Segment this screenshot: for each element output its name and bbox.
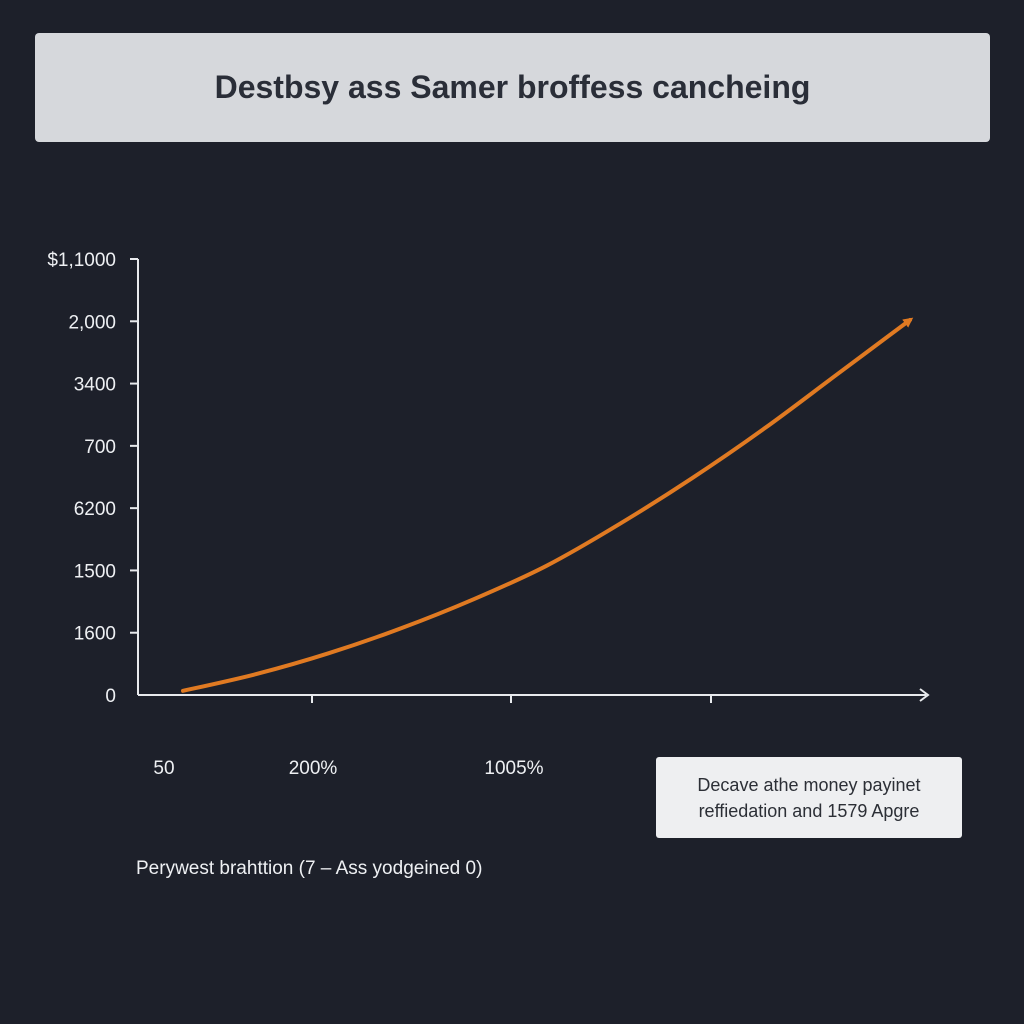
- series-line: [181, 317, 914, 693]
- x-tick-label: 50: [153, 758, 174, 779]
- y-tick-label: $1,1000: [47, 250, 116, 271]
- y-tick-label: 700: [84, 437, 116, 458]
- annotation-box: Decave athe money payinet reffiedation a…: [656, 757, 962, 838]
- x-tick-label: 200%: [289, 758, 338, 779]
- y-tick-label: 3400: [74, 375, 116, 396]
- y-tick-label: 2,000: [68, 312, 116, 333]
- y-tick-label: 1600: [74, 624, 116, 645]
- x-tick-label: 1005%: [484, 758, 543, 779]
- annotation-line-1: Decave athe money payinet: [697, 774, 921, 795]
- y-tick-label: 0: [105, 686, 116, 707]
- y-tick-label: 6200: [74, 499, 116, 520]
- annotation-line-2: reffiedation and 1579 Apgre: [698, 800, 920, 821]
- x-axis-title: Perywest brahttion (7 – Ass yodgeined 0): [136, 858, 483, 879]
- y-tick-label: 1500: [74, 561, 116, 582]
- chart-title: Destbsy ass Samer broffess cancheing: [214, 69, 811, 105]
- title-banner: Destbsy ass Samer broffess cancheing: [35, 33, 990, 142]
- x-axis-arrow: [919, 688, 930, 702]
